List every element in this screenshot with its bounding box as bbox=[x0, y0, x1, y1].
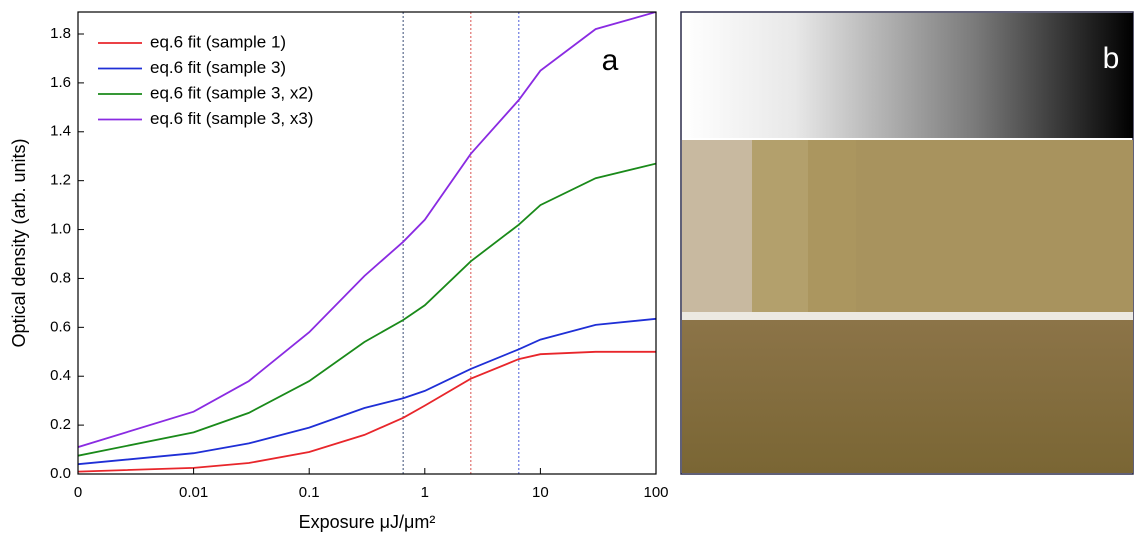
y-tick-label: 1.8 bbox=[50, 25, 71, 42]
y-tick-label: 1.0 bbox=[50, 221, 71, 238]
y-tick-label: 1.6 bbox=[50, 74, 71, 91]
y-tick-label: 1.4 bbox=[50, 123, 71, 140]
strip-1-step bbox=[752, 140, 808, 312]
legend-label: eq.6 fit (sample 3, x2) bbox=[150, 83, 313, 102]
legend-label: eq.6 fit (sample 3) bbox=[150, 58, 286, 77]
plot-frame bbox=[77, 11, 657, 475]
x-tick-label: 1 bbox=[421, 484, 429, 501]
x-tick-label: 0 bbox=[74, 484, 82, 501]
x-tick-label: 100 bbox=[643, 484, 668, 501]
strip-1-step bbox=[808, 140, 856, 312]
x-tick-label: 0.1 bbox=[299, 484, 320, 501]
x-tick-label: 0.01 bbox=[179, 484, 208, 501]
panel-label: b bbox=[1103, 42, 1120, 75]
photo-panel bbox=[680, 11, 1134, 475]
y-tick-label: 0.4 bbox=[50, 367, 71, 384]
gray-wedge bbox=[682, 13, 1133, 138]
y-tick-label: 0.8 bbox=[50, 269, 71, 286]
series-line bbox=[78, 162, 656, 457]
x-axis-label: Exposure μJ/μm² bbox=[299, 512, 436, 532]
y-tick-label: 0.2 bbox=[50, 416, 71, 433]
y-tick-label: 0.0 bbox=[50, 465, 71, 482]
gap bbox=[682, 312, 1133, 320]
series-line bbox=[78, 12, 656, 448]
strip-1-step bbox=[682, 140, 752, 312]
series-line bbox=[78, 317, 656, 466]
x-tick-label: 10 bbox=[532, 484, 549, 501]
y-axis-label: Optical density (arb. units) bbox=[9, 138, 29, 347]
panel-label: a bbox=[602, 44, 619, 77]
y-tick-label: 1.2 bbox=[50, 172, 71, 189]
exposed-strip-2 bbox=[682, 320, 1133, 473]
y-tick-label: 0.6 bbox=[50, 318, 71, 335]
series-line bbox=[78, 350, 656, 473]
legend-label: eq.6 fit (sample 1) bbox=[150, 32, 286, 51]
legend-label: eq.6 fit (sample 3, x3) bbox=[150, 109, 313, 128]
